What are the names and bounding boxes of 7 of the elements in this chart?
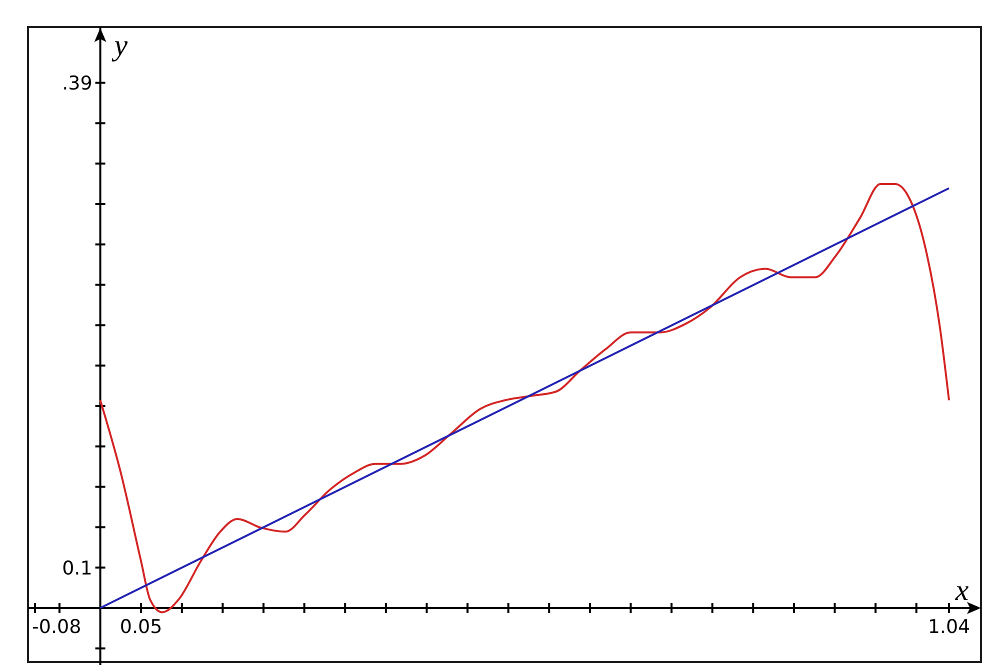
x-tick-label: 1.04 (928, 616, 970, 638)
x-tick-label: 0.05 (120, 616, 162, 638)
x-tick-label: -0.08 (32, 616, 82, 638)
text: .39 (62, 72, 92, 94)
y-axis-title: y (111, 29, 128, 62)
annotation: 0.1 (62, 557, 92, 580)
x-axis-title: x (954, 574, 970, 607)
